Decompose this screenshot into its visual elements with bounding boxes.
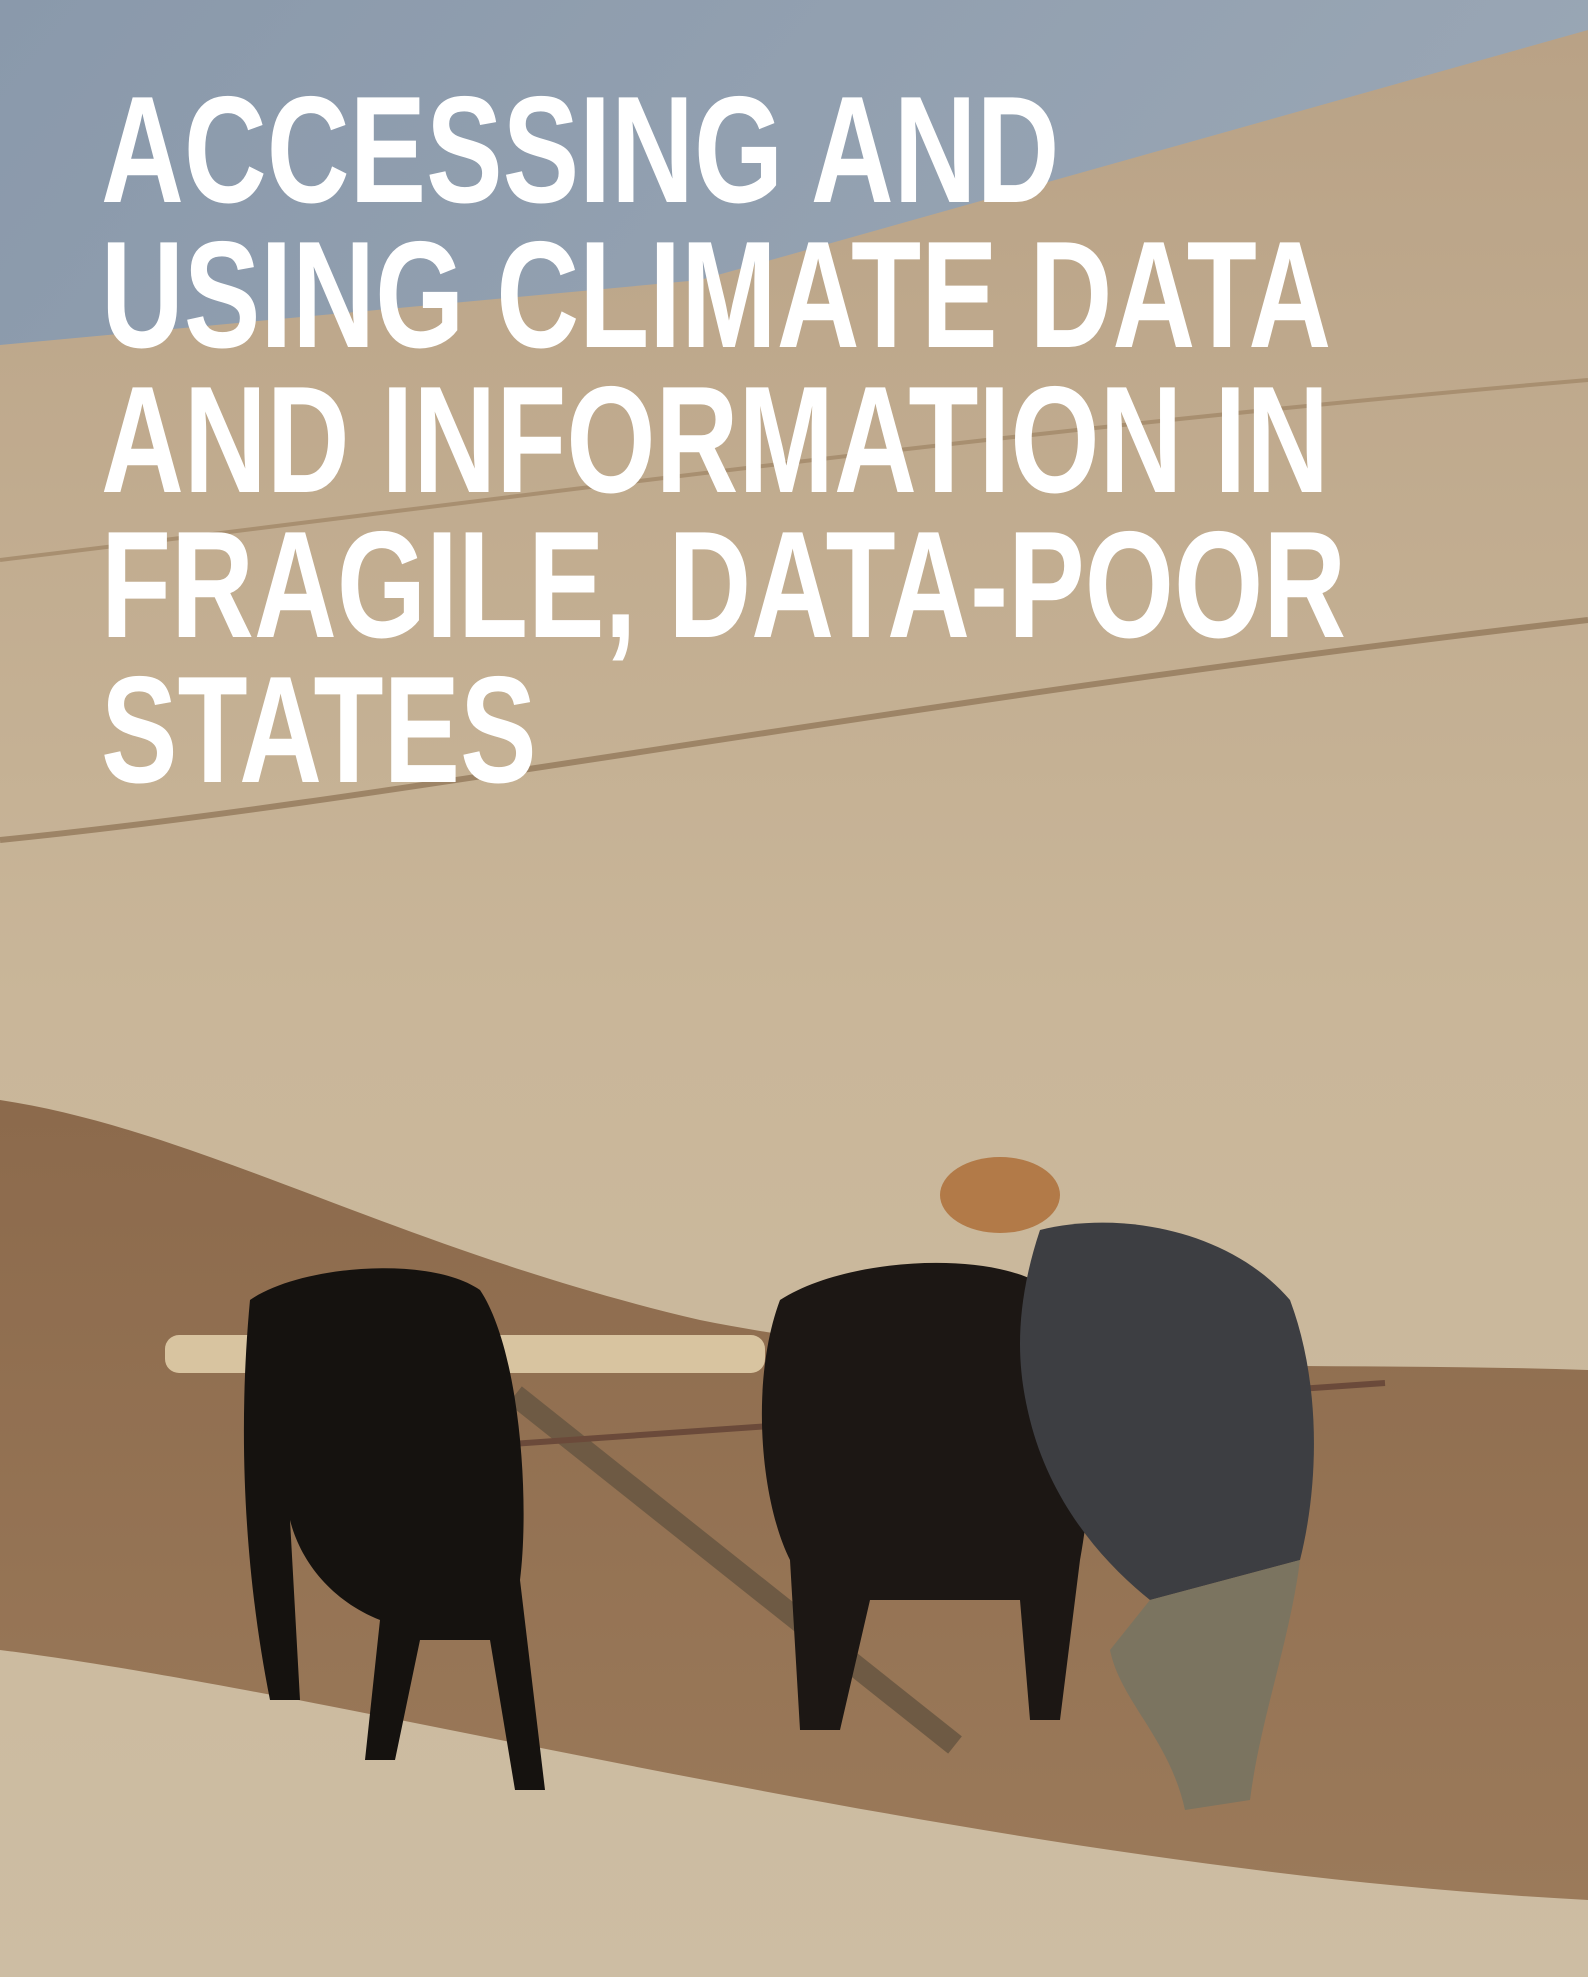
title-line: ACCESSING AND bbox=[101, 64, 1059, 234]
cap bbox=[940, 1157, 1060, 1233]
title-line: STATES bbox=[101, 644, 537, 814]
title-line: USING CLIMATE DATA bbox=[101, 209, 1331, 379]
ox bbox=[761, 1262, 1090, 1730]
title-line: AND INFORMATION IN bbox=[101, 354, 1329, 524]
furrow bbox=[0, 378, 1588, 562]
furrow bbox=[0, 617, 1588, 843]
ox bbox=[243, 1268, 545, 1790]
title-line: FRAGILE, DATA-POOR bbox=[101, 499, 1346, 669]
sweater bbox=[1020, 1222, 1314, 1600]
trousers bbox=[1110, 1560, 1300, 1810]
plough-beam bbox=[508, 1386, 962, 1754]
title: ACCESSING AND USING CLIMATE DATA AND INF… bbox=[101, 64, 1346, 814]
